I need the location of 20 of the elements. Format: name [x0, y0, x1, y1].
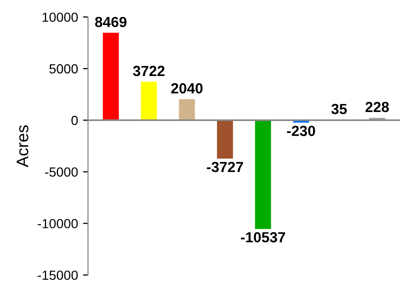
bar [140, 82, 157, 120]
data-label: 8469 [95, 16, 127, 28]
bar [102, 32, 119, 120]
y-tick-label: -15000 [38, 270, 78, 280]
y-axis-title: Acres [16, 125, 28, 168]
data-label: 2040 [171, 83, 203, 94]
y-tick-label: -5000 [45, 167, 78, 177]
data-label: -230 [287, 126, 316, 136]
data-label: 35 [331, 104, 347, 114]
y-tick-label: -10000 [38, 218, 78, 228]
bar [255, 120, 272, 229]
data-label: -3727 [206, 162, 243, 172]
data-label: -10537 [240, 232, 286, 242]
bar [178, 99, 195, 120]
bar [216, 120, 233, 159]
y-tick-label: 10000 [42, 12, 78, 22]
y-tick-label: 0 [71, 116, 78, 126]
y-tick-label: 5000 [49, 64, 78, 74]
data-label: 3722 [132, 66, 165, 76]
data-label: 228 [366, 102, 389, 112]
